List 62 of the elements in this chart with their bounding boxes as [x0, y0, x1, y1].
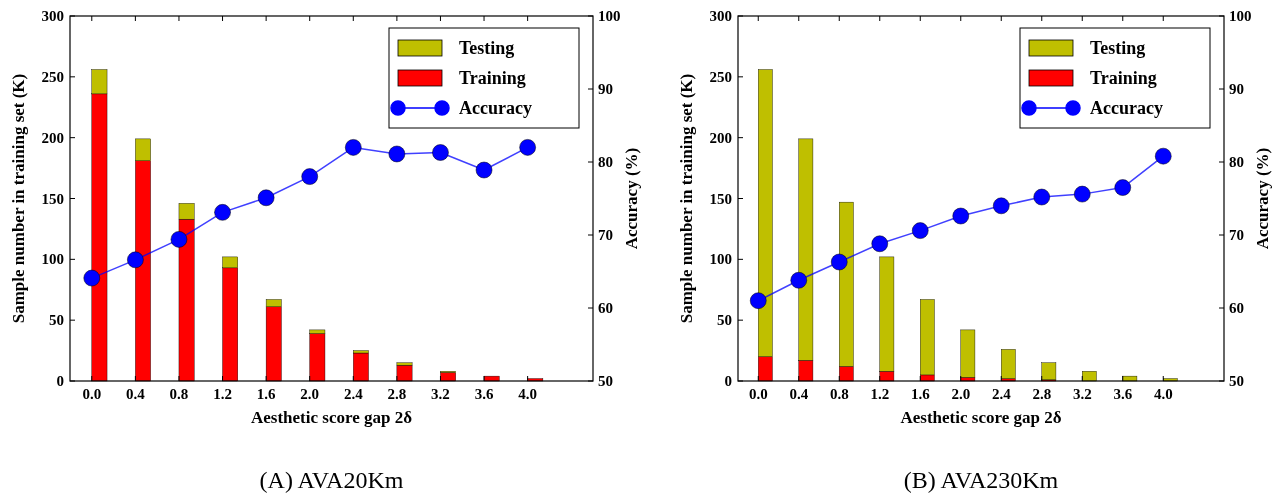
x-tick-label: 2.0	[300, 386, 320, 402]
y2-tick-label: 60	[1229, 300, 1244, 316]
y2-axis-title: Accuracy (%)	[1253, 147, 1272, 250]
y-tick-label: 250	[709, 68, 732, 85]
y-tick-label: 250	[41, 68, 64, 85]
x-tick-label: 0.8	[829, 386, 849, 402]
y2-tick-label: 100	[1229, 8, 1252, 24]
x-tick-label: 0.0	[748, 386, 768, 402]
y2-tick-label: 90	[1229, 81, 1244, 97]
x-tick-label: 0.4	[126, 386, 146, 402]
legend-label: Accuracy	[1090, 98, 1163, 118]
x-tick-label: 1.2	[870, 386, 890, 402]
y-tick-label: 300	[709, 8, 732, 24]
x-axis-title: Aesthetic score gap 2δ	[250, 408, 413, 427]
legend-label: Accuracy	[459, 98, 532, 118]
x-tick-label: 3.6	[474, 386, 494, 402]
y-tick-label: 50	[717, 312, 732, 329]
legend-label: Training	[459, 68, 526, 88]
y-tick-label: 100	[709, 251, 732, 268]
y-tick-label: 50	[49, 312, 64, 329]
y2-tick-label: 60	[598, 300, 613, 316]
x-tick-label: 1.2	[213, 386, 232, 402]
legend-label: Testing	[1090, 38, 1146, 58]
x-axis-title: Aesthetic score gap 2δ	[900, 408, 1062, 427]
legend-label: Training	[1090, 68, 1157, 88]
y2-tick-label: 80	[598, 154, 613, 170]
text: (A) AVA20Km	[259, 467, 404, 493]
x-tick-label: 0.0	[82, 386, 102, 402]
x-tick-label: 2.4	[991, 386, 1012, 402]
y2-tick-label: 80	[1229, 154, 1244, 170]
y-axis-title: Sample number in training set (K)	[677, 73, 696, 324]
x-tick-label: 3.2	[1072, 386, 1092, 402]
y2-tick-label: 70	[1229, 227, 1244, 243]
x-tick-label: 3.6	[1113, 386, 1133, 402]
x-tick-label: 2.4	[343, 386, 364, 402]
x-tick-label: 1.6	[256, 386, 276, 402]
legend-label: Testing	[459, 38, 515, 58]
x-tick-label: 0.4	[789, 386, 809, 402]
y-tick-label: 100	[41, 251, 64, 268]
x-tick-label: 2.8	[387, 386, 407, 402]
x-tick-label: 4.0	[518, 386, 537, 402]
y-tick-label: 150	[709, 190, 732, 207]
y-tick-label: 200	[709, 129, 732, 146]
x-tick-label: 2.8	[1032, 386, 1052, 402]
y2-tick-label: 90	[598, 81, 613, 97]
y2-axis-title: Accuracy (%)	[622, 147, 641, 250]
x-tick-label: 2.0	[951, 386, 971, 402]
x-tick-label: 0.8	[169, 386, 189, 402]
y-tick-label: 200	[41, 129, 64, 146]
y-tick-label: 300	[41, 8, 64, 24]
y-axis-title: Sample number in training set (K)	[9, 73, 28, 324]
x-tick-label: 4.0	[1153, 386, 1173, 402]
y2-tick-label: 50	[598, 373, 613, 389]
y-tick-label: 0	[724, 373, 732, 389]
x-tick-label: 1.6	[910, 386, 931, 402]
y-tick-label: 0	[56, 373, 64, 389]
text: (B) AVA230Km	[903, 467, 1059, 493]
y2-tick-label: 70	[598, 227, 613, 243]
x-tick-label: 3.2	[431, 386, 450, 402]
y2-tick-label: 100	[598, 8, 621, 24]
y2-tick-label: 50	[1229, 373, 1244, 389]
y-tick-label: 150	[41, 190, 64, 207]
